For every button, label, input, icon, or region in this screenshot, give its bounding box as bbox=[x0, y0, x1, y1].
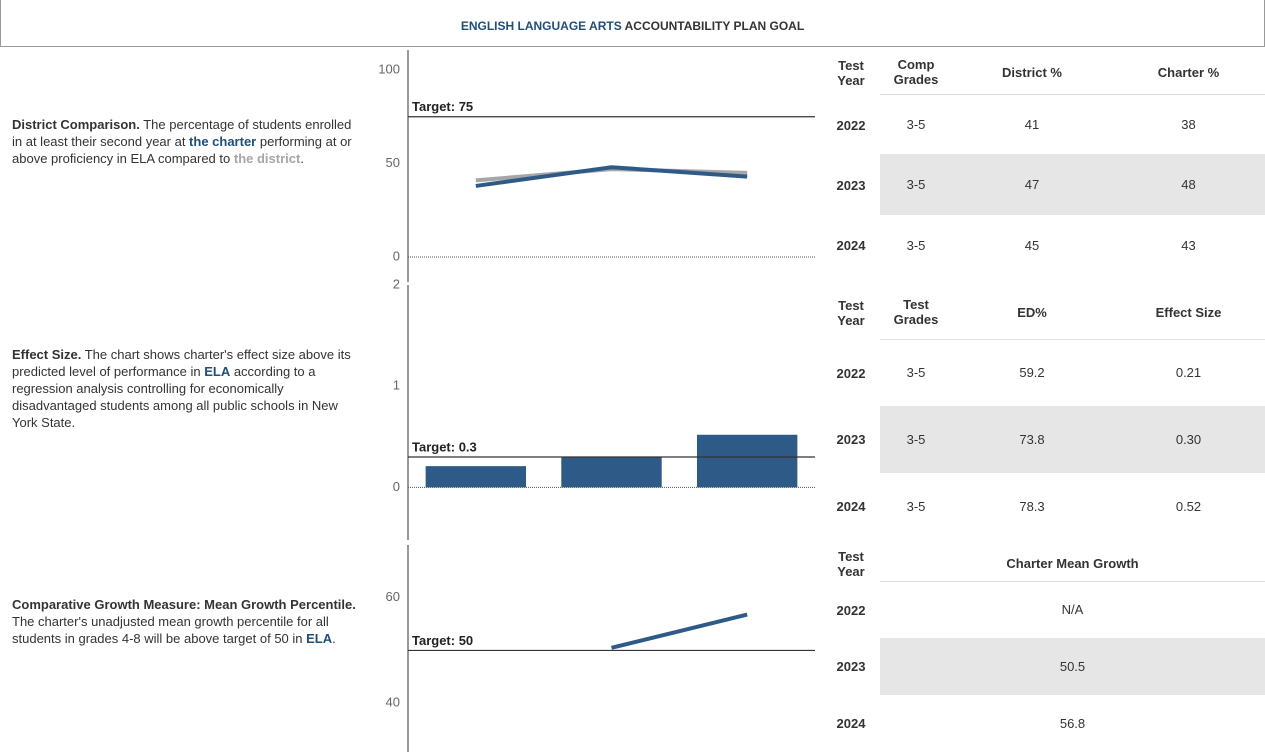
description-part: the district bbox=[233, 151, 301, 166]
bar bbox=[561, 457, 662, 488]
table-cell: 3-5 bbox=[906, 499, 926, 515]
y-tick-label: 100 bbox=[378, 61, 400, 76]
table-cell: 56.8 bbox=[1059, 716, 1086, 732]
table-cell: 2023 bbox=[836, 659, 866, 675]
table-cell: 3-5 bbox=[880, 406, 952, 474]
target-label: Target: 75 bbox=[412, 99, 473, 114]
table-cell: 73.8 bbox=[952, 406, 1112, 474]
description-part: performing at or above proficiency in EL… bbox=[12, 134, 352, 166]
table-header: Test Year bbox=[837, 297, 865, 328]
table-cell: 2022 bbox=[836, 602, 866, 618]
table-cell: 2024 bbox=[836, 716, 866, 732]
table-header: Comp Grades bbox=[880, 50, 952, 95]
table-header: Charter Mean Growth bbox=[880, 545, 1265, 582]
table-cell: 0.30 bbox=[1112, 406, 1265, 474]
table-cell: 3-5 bbox=[906, 237, 926, 253]
table-cell: 2023 bbox=[836, 177, 866, 193]
table-header: Test Year bbox=[837, 548, 865, 579]
header: ENGLISH LANGUAGE ARTS ACCOUNTABILITY PLA… bbox=[0, 0, 1265, 47]
description-part: The chart shows charter's effect size ab… bbox=[12, 347, 351, 379]
table-header: District % bbox=[952, 50, 1112, 95]
bar bbox=[696, 434, 798, 488]
table-cell: 78.3 bbox=[1019, 499, 1045, 515]
description-part: according to a regression analysis contr… bbox=[12, 364, 338, 430]
y-tick-label: 0 bbox=[393, 248, 400, 263]
target-label: Target: 50 bbox=[412, 633, 473, 648]
table-cell: 3-5 bbox=[880, 340, 952, 407]
table-cell: 43 bbox=[1181, 237, 1196, 253]
table-cell: 47 bbox=[952, 155, 1112, 215]
table-cell: 45 bbox=[1024, 237, 1040, 253]
table-cell: 0.52 bbox=[1175, 499, 1202, 515]
table-header: Test Year bbox=[837, 57, 865, 88]
description-part: ELA bbox=[204, 364, 231, 379]
description: District Comparison. The percentage of s… bbox=[12, 116, 362, 167]
table-cell: 2022 bbox=[836, 365, 866, 381]
y-tick-label: 40 bbox=[386, 695, 400, 710]
table-cell: 48 bbox=[1112, 155, 1265, 215]
series-line bbox=[611, 612, 748, 650]
table-cell: 38 bbox=[1112, 95, 1265, 155]
table-cell: 41 bbox=[952, 95, 1112, 155]
table-cell: 3-5 bbox=[880, 155, 952, 215]
table-cell: 3-5 bbox=[880, 95, 952, 155]
table-cell: 50.5 bbox=[880, 638, 1265, 696]
y-tick-label: 60 bbox=[386, 589, 400, 604]
description: Comparative Growth Measure: Mean Growth … bbox=[12, 596, 362, 647]
title-part: ENGLISH LANGUAGE ARTS bbox=[460, 19, 622, 33]
description-part: the charter bbox=[189, 134, 257, 149]
description-part: . bbox=[332, 631, 336, 646]
y-tick-label: 50 bbox=[386, 155, 400, 170]
y-tick-label: 2 bbox=[393, 276, 400, 291]
description-part: . bbox=[300, 151, 304, 166]
table-header: Charter % bbox=[1112, 50, 1265, 95]
description-part: District Comparison. bbox=[12, 117, 140, 132]
table-cell: 2023 bbox=[836, 432, 866, 448]
table-header: Test Grades bbox=[880, 285, 952, 340]
table-cell: 0.21 bbox=[1112, 340, 1265, 407]
table-cell: 2024 bbox=[836, 499, 866, 515]
description-part: ELA bbox=[306, 631, 333, 646]
target-label: Target: 0.3 bbox=[412, 439, 477, 454]
table-header: ED% bbox=[952, 285, 1112, 340]
description: Effect Size. The chart shows charter's e… bbox=[12, 346, 362, 431]
y-tick-label: 0 bbox=[393, 479, 400, 494]
description-part: The percentage of students enrolled in a… bbox=[12, 117, 352, 149]
table-cell: N/A bbox=[880, 582, 1265, 639]
table-header: Effect Size bbox=[1112, 285, 1265, 340]
bar bbox=[425, 466, 527, 488]
table-cell: 59.2 bbox=[952, 340, 1112, 407]
description-part: Comparative Growth Measure: Mean Growth … bbox=[12, 597, 356, 612]
description-part: The charter's unadjusted mean growth per… bbox=[12, 614, 329, 646]
series-line bbox=[475, 165, 748, 188]
table-cell: 2024 bbox=[836, 237, 866, 253]
y-tick-label: 1 bbox=[393, 378, 400, 393]
title-part: ACCOUNTABILITY PLAN GOAL bbox=[621, 19, 805, 33]
table-cell: 2022 bbox=[836, 117, 866, 133]
description-part: Effect Size. bbox=[12, 347, 82, 362]
